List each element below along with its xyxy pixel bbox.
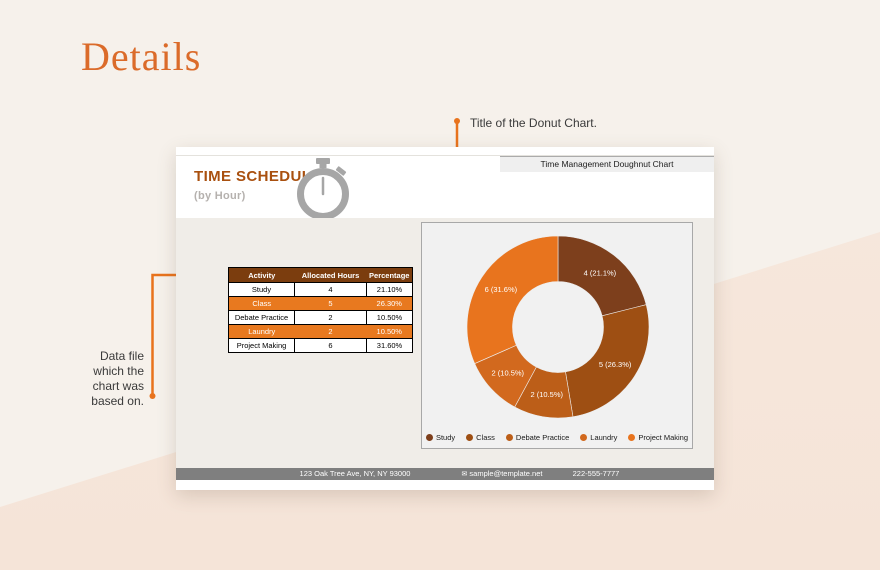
slide-main-area: Activity Allocated Hours Percentage Study 4… <box>176 218 714 468</box>
legend-dot <box>505 434 513 441</box>
legend-item-study: Study <box>425 433 456 442</box>
slice-data-label: 4 (21.1%) <box>584 269 617 278</box>
table-row: Study 4 21.10% <box>228 282 413 297</box>
data-table: Activity Allocated Hours Percentage Study 4… <box>228 267 413 353</box>
doughnut-chart: 4 (21.1%) 5 (26.3%) 2 (10.5%) 2 (10.5%) 6 (3… <box>466 235 650 419</box>
legend-dot <box>425 434 433 441</box>
annotation-data-note-line: based on. <box>91 394 144 408</box>
stopwatch-icon <box>297 158 349 220</box>
footer-phone: 222-555-7777 <box>572 469 620 478</box>
footer-address: 123 Oak Tree Ave, NY, NY 93000 <box>299 469 411 478</box>
legend-label: Debate Practice <box>515 433 570 442</box>
table-cell: 4 <box>294 282 367 297</box>
slide-card: TIME SCHEDULE (by Hour) Time Management … <box>176 147 714 490</box>
legend-label: Laundry <box>590 433 618 442</box>
slice-data-label: 2 (10.5%) <box>531 390 564 399</box>
table-header-cell: Allocated Hours <box>294 267 367 283</box>
doughnut-slice-project-making <box>466 235 559 364</box>
table-header-cell: Activity <box>228 267 295 283</box>
table-cell: 21.10% <box>366 282 413 297</box>
legend-dot <box>466 434 474 441</box>
slice-data-label: 5 (26.3%) <box>599 360 632 369</box>
data-table-body: Study 4 21.10% Class 5 26.30% Debate Practice 2… <box>228 282 413 353</box>
table-cell: Class <box>228 296 295 311</box>
legend-item-class: Class <box>466 433 495 442</box>
table-cell: 10.50% <box>366 324 413 339</box>
legend-item-laundry: Laundry <box>580 433 617 442</box>
slide-title: TIME SCHEDULE <box>194 168 322 185</box>
table-row: Project Making 6 31.60% <box>228 338 413 353</box>
slice-data-label: 2 (10.5%) <box>492 369 525 378</box>
slide-footer-bar: 123 Oak Tree Ave, NY, NY 93000 ✉ sample@t… <box>176 468 714 480</box>
table-cell: Study <box>228 282 295 297</box>
legend-dot <box>628 434 636 441</box>
legend-item-project-making: Project Making <box>628 433 688 442</box>
footer-email-text: sample@template.net <box>469 469 543 478</box>
annotation-title-note: Title of the Donut Chart. <box>470 116 597 130</box>
chart-panel: 4 (21.1%) 5 (26.3%) 2 (10.5%) 2 (10.5%) 6 (3… <box>421 222 693 449</box>
annotation-data-note-line: Data file <box>99 349 144 363</box>
legend-label: Class <box>476 433 495 442</box>
slide-subtitle: (by Hour) <box>194 190 246 202</box>
table-cell: 2 <box>294 310 367 325</box>
slice-data-label: 6 (31.6%) <box>485 285 518 294</box>
doughnut-slice-class <box>565 304 650 418</box>
legend-dot <box>580 434 588 441</box>
table-cell: 26.30% <box>366 296 413 311</box>
footer-email: ✉ sample@template.net <box>462 468 543 481</box>
legend-item-debate-practice: Debate Practice <box>505 433 570 442</box>
table-row: Class 5 26.30% <box>228 296 413 311</box>
table-row: Laundry 2 10.50% <box>228 324 413 339</box>
table-cell: 31.60% <box>366 338 413 353</box>
annotation-data-note-line: which the <box>93 364 144 378</box>
slide-top-rule <box>176 155 714 156</box>
annotation-data-note-line: chart was <box>92 379 144 393</box>
chart-title-strip: Time Management Doughnut Chart <box>500 156 714 172</box>
table-cell: Project Making <box>228 338 295 353</box>
table-cell: Laundry <box>228 324 295 339</box>
table-cell: 10.50% <box>366 310 413 325</box>
table-row: Debate Practice 2 10.50% <box>228 310 413 325</box>
annotation-data-note: Data file which the chart was based on. <box>52 349 144 409</box>
data-table-head: Activity Allocated Hours Percentage <box>228 267 413 283</box>
table-header-row: Activity Allocated Hours Percentage <box>228 267 413 283</box>
page-title: Details <box>81 34 202 79</box>
legend-label: Study <box>435 433 456 442</box>
table-cell: Debate Practice <box>228 310 295 325</box>
table-cell: 6 <box>294 338 367 353</box>
doughnut-slice-study <box>557 235 647 317</box>
table-cell: 5 <box>294 296 367 311</box>
table-cell: 2 <box>294 324 367 339</box>
table-header-cell: Percentage <box>366 267 413 283</box>
legend-label: Project Making <box>638 433 689 442</box>
chart-legend: Study Class Debate Practice Laundry Project … <box>422 433 692 442</box>
envelope-icon: ✉ <box>461 471 468 478</box>
